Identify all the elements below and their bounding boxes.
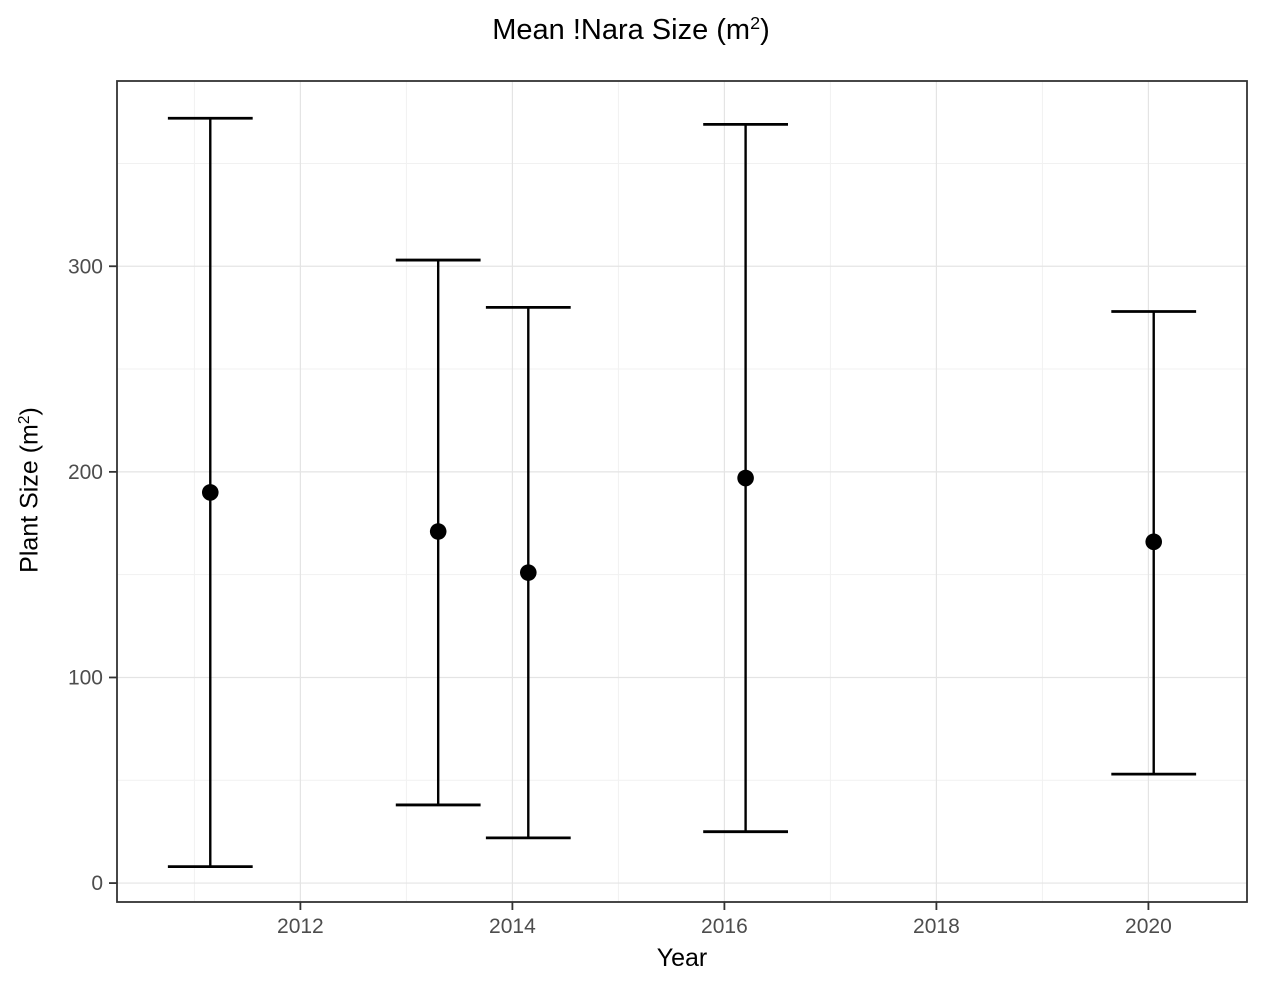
mean-point: [519, 564, 537, 581]
y-axis-title-text: Plant Size (m: [15, 424, 44, 573]
x-tick-label: 2020: [1125, 915, 1172, 938]
chart-title-superscript: 2: [750, 13, 761, 34]
y-tick-label: 300: [68, 255, 103, 278]
y-axis-title-close: ): [15, 407, 44, 416]
x-tick-label: 2014: [489, 915, 536, 938]
chart-title-close: ): [760, 14, 770, 46]
panel-border: [116, 80, 1248, 903]
chart-title: Mean !Nara Size (m2): [0, 14, 1262, 47]
x-tick-label: 2012: [277, 915, 324, 938]
x-tick-label: 2016: [701, 915, 748, 938]
mean-point: [429, 523, 447, 540]
mean-point: [201, 484, 219, 501]
y-tick-label: 0: [91, 872, 103, 895]
y-tick-label: 100: [68, 666, 103, 689]
x-tick-label: 2018: [913, 915, 960, 938]
y-tick-label: 200: [68, 461, 103, 484]
panel-background: [117, 81, 1247, 902]
y-axis-title-superscript: 2: [15, 415, 33, 425]
chart-title-text: Mean !Nara Size (m: [492, 14, 751, 46]
x-axis-title: Year: [656, 944, 708, 972]
y-axis-title: Plant Size (m2): [16, 407, 45, 573]
mean-point: [1145, 533, 1163, 551]
mean-point: [737, 469, 754, 487]
